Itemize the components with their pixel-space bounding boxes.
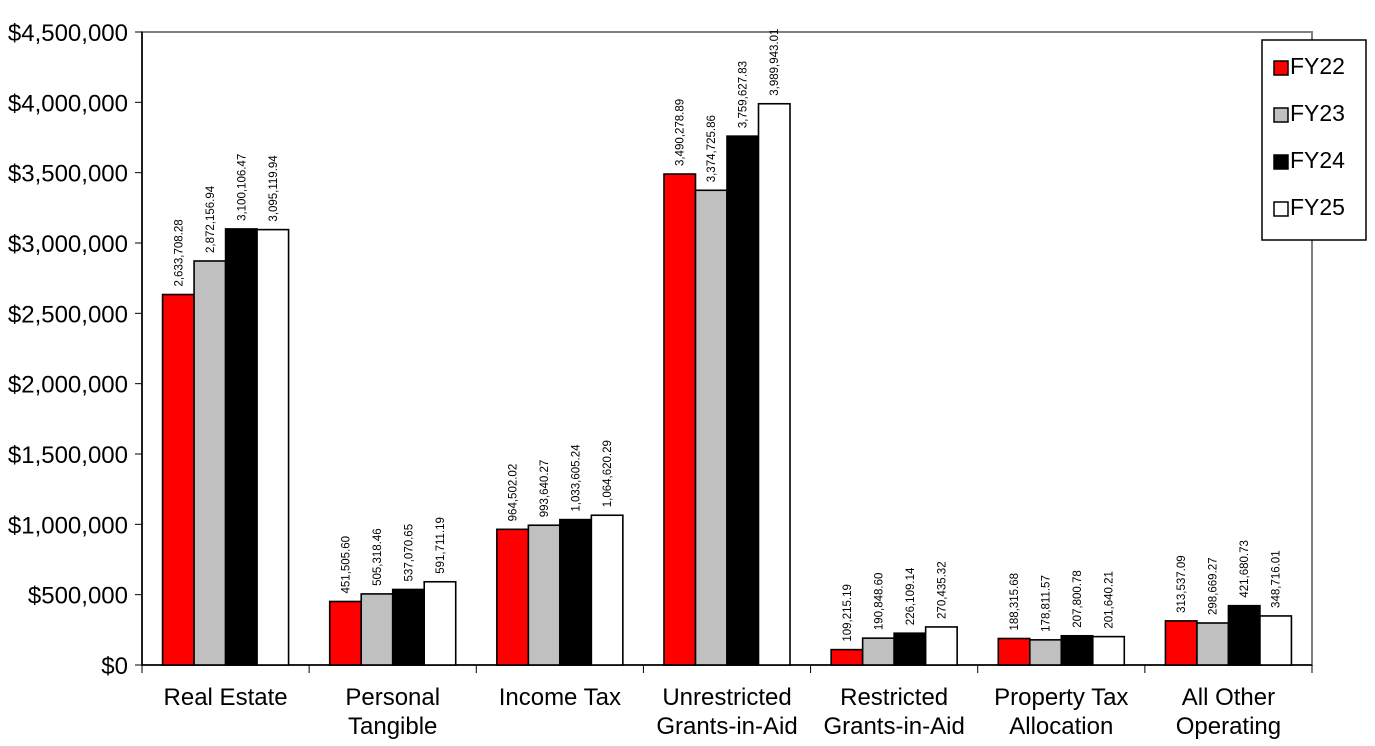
data-label: 178,811.57 — [1041, 575, 1053, 632]
bar-fy22 — [830, 648, 864, 666]
data-label: 190,848.60 — [873, 573, 885, 631]
bar-fy24 — [1060, 634, 1094, 666]
legend-swatch-fy23 — [1273, 107, 1289, 123]
bar-fy25 — [1091, 635, 1126, 666]
bar-fy23 — [861, 637, 895, 666]
x-category-label: Unrestricted Grants-in-Aid — [656, 684, 797, 740]
y-tick-label: $2,000,000 — [8, 372, 128, 399]
data-label: 109,215.19 — [842, 584, 854, 642]
bar-fy24 — [893, 632, 927, 666]
bar-fy23 — [360, 593, 394, 666]
data-label: 591,711.19 — [435, 517, 447, 574]
x-category-label: Restricted Grants-in-Aid — [823, 684, 964, 740]
bar-fy23 — [1028, 639, 1063, 666]
data-label: 964,502.02 — [508, 464, 520, 522]
data-label: 1,033,605.24 — [571, 444, 583, 512]
bar-fy22 — [328, 600, 363, 666]
legend-label-fy22: FY22 — [1290, 53, 1345, 79]
legend-swatch-fy25 — [1273, 201, 1289, 217]
data-label: 451,505.60 — [340, 536, 352, 594]
x-category-label: Personal Tangible — [345, 684, 440, 740]
data-label: 298,669.27 — [1208, 557, 1220, 615]
x-category-label: All Other Operating — [1176, 684, 1281, 740]
data-label: 3,989,943.01 — [769, 29, 781, 96]
bar-fy22 — [663, 173, 697, 666]
y-tick-label: $1,500,000 — [8, 442, 128, 469]
bar-fy24 — [559, 518, 593, 666]
bar-fy25 — [924, 626, 958, 666]
bar-fy24 — [224, 228, 258, 666]
x-category-label: Real Estate — [164, 684, 288, 711]
legend-label-fy23: FY23 — [1290, 100, 1345, 126]
x-category-label: Property Tax Allocation — [994, 684, 1128, 740]
data-label: 1,064,620.29 — [602, 440, 614, 507]
data-label: 3,095,119.94 — [268, 155, 280, 222]
bar-fy24 — [726, 135, 760, 666]
legend-swatch-fy24 — [1273, 154, 1289, 170]
data-label: 2,633,708.28 — [173, 219, 185, 286]
x-axis: Real Estate Personal Tangible Income Tax Unr… — [141, 664, 1313, 740]
data-label: 348,716.01 — [1271, 550, 1283, 608]
x-category-label: Income Tax — [499, 684, 621, 711]
data-label: 226,109.14 — [905, 567, 917, 625]
y-tick-label: $2,500,000 — [8, 301, 128, 328]
y-axis: $0 $500,000 $1,000,000 $1,500,000 $2,000,000… — [8, 20, 143, 680]
data-label: 505,318.46 — [372, 528, 384, 586]
data-label: 2,872,156.94 — [205, 185, 217, 253]
y-tick-label: $500,000 — [28, 583, 128, 610]
bar-fy24 — [391, 588, 426, 666]
data-label: 3,100,106.47 — [236, 154, 248, 221]
data-label: 270,435.32 — [936, 561, 948, 619]
y-tick-label: $3,500,000 — [8, 161, 128, 188]
bar-fy23 — [1196, 622, 1230, 666]
bar-fy25 — [256, 228, 290, 666]
y-tick-label: $0 — [101, 653, 128, 680]
bar-fy24 — [1227, 604, 1261, 666]
y-tick-label: $4,000,000 — [8, 90, 128, 117]
bar-fy23 — [527, 524, 561, 666]
bar-fy22 — [997, 637, 1031, 666]
data-label: 201,640.21 — [1104, 571, 1116, 629]
data-label: 313,537.09 — [1176, 555, 1188, 613]
data-label: 207,800.78 — [1072, 570, 1084, 628]
bar-fy25 — [1259, 615, 1293, 666]
y-tick-label: $4,500,000 — [8, 20, 128, 47]
legend: FY22 FY23 FY24 FY25 — [1261, 39, 1367, 241]
data-label: 3,490,278.89 — [675, 99, 687, 166]
legend-label-fy24: FY24 — [1290, 147, 1345, 173]
bar-fy25 — [423, 580, 457, 666]
bar-fy22 — [161, 293, 195, 666]
bars — [161, 102, 1293, 666]
bar-fy25 — [590, 514, 624, 666]
bar-fy23 — [193, 260, 227, 666]
data-label: 993,640.27 — [539, 460, 551, 518]
data-label: 3,374,725.86 — [706, 115, 718, 182]
bar-fy22 — [496, 528, 530, 666]
legend-swatch-fy22 — [1273, 60, 1289, 76]
data-label: 537,070.65 — [403, 524, 415, 582]
data-label: 421,680.73 — [1239, 540, 1251, 598]
legend-label-fy25: FY25 — [1290, 194, 1345, 220]
y-tick-label: $1,000,000 — [8, 512, 128, 539]
bar-fy23 — [694, 189, 728, 666]
y-tick-label: $3,000,000 — [8, 231, 128, 258]
data-labels: 2,633,708.28 2,872,156.94 3,100,106.47 3,09… — [173, 29, 1282, 642]
bar-fy22 — [1164, 620, 1198, 666]
bar-fy25 — [757, 102, 791, 666]
data-label: 3,759,627.83 — [738, 61, 750, 128]
data-label: 188,315.68 — [1009, 573, 1021, 631]
